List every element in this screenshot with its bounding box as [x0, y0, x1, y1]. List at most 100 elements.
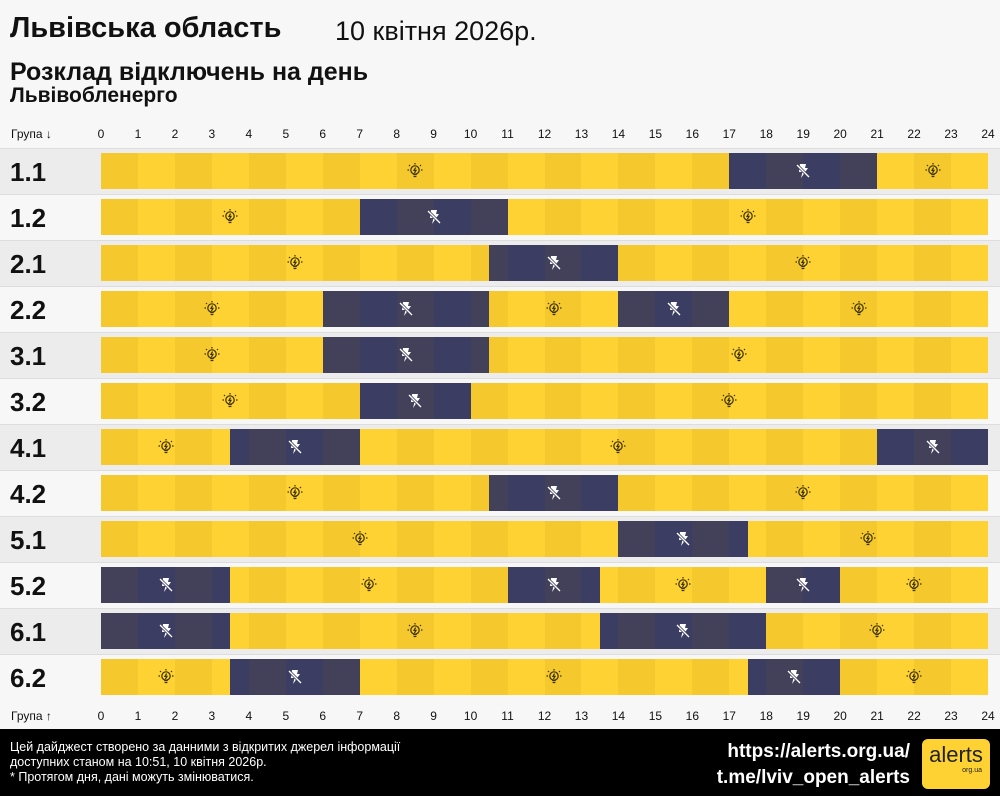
group-row: 1.1	[0, 148, 1000, 194]
hour-shade	[174, 475, 212, 511]
site-link[interactable]: https://alerts.org.ua/	[727, 741, 910, 762]
group-row: 6.1	[0, 608, 1000, 654]
hour-shade	[101, 245, 138, 281]
lightbulb-icon	[545, 300, 563, 318]
group-axis-label: Група ↓	[11, 127, 52, 141]
hour-shade	[618, 475, 656, 511]
hour-tick: 4	[245, 709, 253, 723]
schedule-bar	[101, 291, 988, 327]
lightbulb-icon	[221, 392, 239, 410]
hour-tick: 3	[208, 709, 216, 723]
hour-shade	[174, 659, 212, 695]
hour-shade	[174, 337, 212, 373]
hour-tick: 18	[759, 709, 773, 723]
hour-shade	[914, 383, 952, 419]
no-power-icon	[406, 392, 424, 410]
footer-line: доступних станом на 10:51, 10 квітня 202…	[10, 755, 267, 769]
hour-shade	[248, 337, 286, 373]
lightbulb-icon	[905, 576, 923, 594]
hour-tick: 2	[171, 709, 179, 723]
footer-line: Цей дайджест створено за данними з відкр…	[10, 740, 401, 754]
hour-shade	[248, 521, 286, 557]
hour-tick: 4	[245, 127, 253, 141]
hour-shade	[914, 291, 952, 327]
hour-shade	[840, 659, 878, 695]
hour-shade	[396, 567, 434, 603]
hour-shade	[396, 521, 434, 557]
hour-shade	[692, 613, 730, 649]
hour-shade	[322, 567, 360, 603]
hour-shade	[248, 475, 286, 511]
hour-shade	[840, 429, 878, 465]
lightbulb-icon	[406, 622, 424, 640]
hour-tick: 23	[944, 127, 958, 141]
hour-shade	[101, 337, 138, 373]
hour-shade	[101, 153, 138, 189]
hour-shade	[544, 613, 582, 649]
hour-shade	[692, 291, 730, 327]
hour-tick: 11	[501, 709, 514, 723]
no-power-icon	[674, 622, 692, 640]
hour-shade	[470, 153, 508, 189]
group-label: 1.2	[10, 203, 47, 233]
hour-shade	[174, 245, 212, 281]
hour-shade	[101, 475, 138, 511]
no-power-icon	[794, 576, 812, 594]
hour-tick: 23	[944, 709, 958, 723]
hour-tick: 21	[870, 127, 884, 141]
hour-tick: 22	[907, 127, 921, 141]
hour-shade	[322, 337, 360, 373]
no-power-icon	[397, 300, 415, 318]
hour-shade	[914, 245, 952, 281]
lightbulb-icon	[609, 438, 627, 456]
hour-shade	[914, 567, 952, 603]
hour-tick: 14	[611, 127, 626, 141]
group-row: 3.1	[0, 332, 1000, 378]
no-power-icon	[924, 438, 942, 456]
hour-shade	[248, 613, 286, 649]
telegram-link[interactable]: t.me/lviv_open_alerts	[716, 767, 910, 788]
hour-shade	[840, 383, 878, 419]
lightbulb-icon	[286, 484, 304, 502]
hour-shade	[618, 245, 656, 281]
hour-tick: 11	[501, 127, 514, 141]
hour-tick: 21	[870, 709, 884, 723]
no-power-icon	[665, 300, 683, 318]
hour-shade	[470, 521, 508, 557]
hour-shade	[248, 567, 286, 603]
hour-shade	[101, 567, 138, 603]
hour-shade	[248, 199, 286, 235]
lightbulb-icon	[221, 208, 239, 226]
no-power-icon	[286, 438, 304, 456]
hour-shade	[766, 153, 804, 189]
hour-tick: 7	[356, 709, 364, 723]
hour-shade	[840, 199, 878, 235]
provider-name: Львівобленерго	[10, 84, 178, 107]
hour-shade	[470, 245, 508, 281]
hour-shade	[692, 659, 730, 695]
region-title: Львівська область	[10, 12, 282, 44]
group-label: 4.1	[10, 433, 47, 463]
hour-shade	[766, 337, 804, 373]
hour-shade	[470, 613, 508, 649]
hour-shade	[692, 429, 730, 465]
hour-shade	[544, 337, 582, 373]
schedule-bar	[101, 199, 988, 235]
hour-shade	[101, 199, 138, 235]
hour-shade	[322, 199, 360, 235]
hour-tick: 19	[796, 709, 810, 723]
hour-tick: 5	[282, 709, 290, 723]
schedule-bar	[101, 383, 988, 419]
hour-shade	[101, 291, 138, 327]
hour-shade	[766, 429, 804, 465]
hour-shade	[101, 429, 138, 465]
no-power-icon	[545, 484, 563, 502]
lightbulb-icon	[850, 300, 868, 318]
hour-shade	[174, 383, 212, 419]
hour-shade	[544, 199, 582, 235]
hour-tick: 15	[648, 709, 663, 723]
hour-shade	[248, 383, 286, 419]
hour-tick: 14	[611, 709, 626, 723]
hour-tick: 20	[833, 127, 847, 141]
no-power-icon	[545, 254, 563, 272]
